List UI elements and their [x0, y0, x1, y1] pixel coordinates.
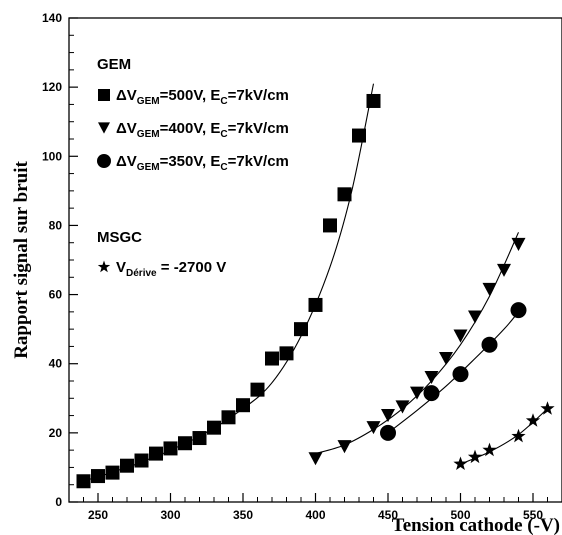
x-tick-label: 300	[160, 508, 180, 522]
data-point-square	[323, 218, 337, 233]
x-axis-title: Tension cathode (-V)	[392, 515, 560, 535]
y-tick-label: 80	[49, 218, 63, 232]
data-point-circle	[423, 385, 440, 402]
data-point-triangle-down	[468, 310, 482, 324]
data-point-square	[308, 297, 323, 312]
data-point-square	[149, 446, 163, 461]
x-tick-label: 450	[378, 508, 398, 522]
data-point-square	[134, 453, 149, 468]
data-point-circle	[481, 336, 498, 353]
data-point-star	[525, 413, 541, 427]
data-point-triangle-down	[381, 409, 395, 423]
data-point-triangle-down	[453, 329, 468, 343]
data-point-square	[178, 436, 192, 451]
data-point-circle	[452, 366, 469, 383]
data-point-square	[279, 346, 294, 361]
data-point-square	[91, 469, 105, 484]
fit-curves	[83, 83, 548, 482]
data-point-square	[236, 398, 250, 413]
legend-symbol-square	[98, 89, 110, 101]
data-point-square	[105, 465, 120, 480]
legend-entry-label: ΔVGEM=400V, EC=7kV/cm	[116, 120, 289, 140]
x-tick-label: 350	[233, 508, 253, 522]
data-point-triangle-down	[424, 371, 439, 385]
y-tick-label: 20	[49, 426, 63, 440]
data-point-triangle-down	[337, 440, 352, 454]
legend-symbol-triangle-down	[98, 122, 110, 134]
y-axis-title: Rapport signal sur bruit	[11, 161, 32, 359]
y-tick-label: 40	[49, 357, 63, 371]
data-point-triangle-down	[511, 237, 526, 251]
data-point-square	[76, 474, 91, 489]
data-point-square	[250, 382, 265, 397]
data-point-triangle-down	[439, 352, 453, 366]
x-tick-label: 500	[450, 508, 470, 522]
data-point-star	[540, 401, 555, 415]
data-point-triangle-down	[497, 263, 511, 277]
legend-entry-label: ΔVGEM=350V, EC=7kV/cm	[116, 153, 289, 173]
data-point-square	[207, 420, 221, 435]
data-point-square	[120, 458, 134, 473]
legend: GEM MSGC ΔVGEM=500V, EC=7kV/cm ΔVGEM=400V, …	[97, 56, 289, 279]
legend-heading-msgc: MSGC	[97, 229, 142, 246]
data-point-star	[482, 442, 497, 457]
x-tick-label: 400	[305, 508, 325, 522]
data-point-square	[366, 93, 381, 108]
data-point-square	[352, 128, 366, 143]
data-points	[76, 93, 555, 489]
axis-ticks: 250 300 350 400 450 500 550 0 20 40 60 80 100 120 140	[42, 11, 548, 522]
y-tick-label: 100	[42, 149, 62, 163]
data-point-circle	[380, 424, 396, 441]
data-point-square	[221, 410, 236, 425]
data-point-triangle-down	[308, 452, 323, 466]
y-tick-label: 140	[42, 11, 62, 25]
y-tick-label: 120	[42, 80, 62, 94]
x-tick-label: 550	[523, 508, 543, 522]
data-point-star	[453, 456, 468, 470]
legend-symbol-circle	[97, 154, 111, 168]
data-point-star	[511, 428, 526, 443]
data-point-circle	[510, 302, 527, 319]
legend-symbol-star	[97, 260, 111, 273]
y-tick-label: 0	[55, 495, 62, 509]
data-point-square	[337, 187, 352, 202]
y-tick-label: 60	[49, 288, 63, 302]
data-point-square	[294, 322, 308, 337]
legend-entry-label: ΔVGEM=500V, EC=7kV/cm	[116, 87, 289, 107]
plot-frame	[68, 17, 562, 503]
data-point-triangle-down	[366, 421, 381, 435]
data-point-square	[163, 441, 178, 456]
legend-entry-label: VDérive = -2700 V	[116, 259, 226, 279]
data-point-square	[265, 351, 279, 366]
data-point-triangle-down	[395, 400, 410, 414]
data-point-star	[467, 449, 483, 464]
legend-heading-gem: GEM	[97, 56, 131, 73]
data-point-triangle-down	[410, 386, 424, 400]
data-point-square	[192, 431, 207, 446]
x-tick-label: 250	[88, 508, 108, 522]
data-point-triangle-down	[482, 282, 497, 296]
